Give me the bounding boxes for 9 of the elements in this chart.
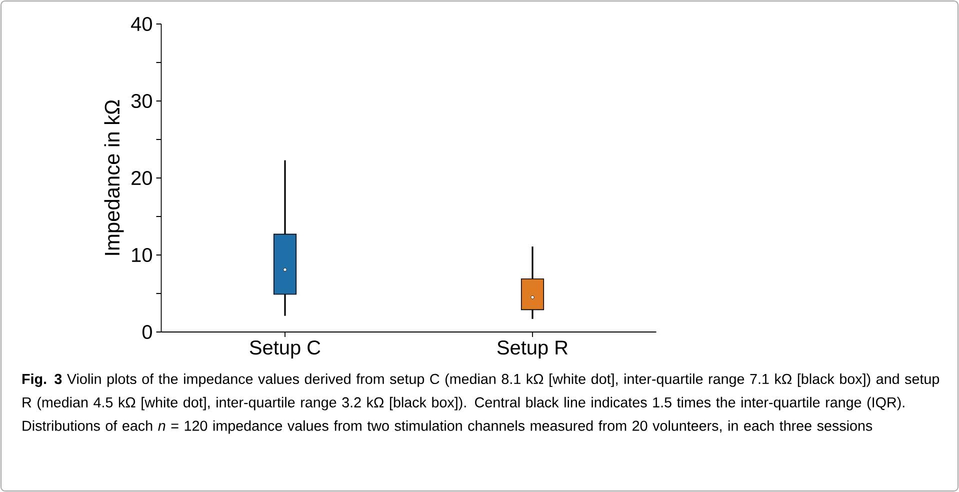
y-tick-label: 40 [131,16,152,32]
y-axis-title: Impedance in kΩ [104,100,124,255]
y-tick-label: 10 [132,248,152,262]
text: Fig. 3 Violin plots of the impedance values derived from setup C (median 8.1 kΩ [white dot], inter-quartile range 7.1 kΩ [black box]) and setup R (median 4.5 kΩ [white dot], inter-quartile range 3.2 kΩ [black box]). Central black line indicates 1.5 times the inter-quartile range (IQR). Distributions of each n = 120 impedance values from two stimulation channels measured from 20 volunteers, in each three sessions [22,374,940,434]
y-tick-label: 20 [132,170,152,186]
y-tick-label: 0 [142,324,152,340]
x-tick-label: Setup R [497,340,568,359]
x-tick-label: Setup C [250,340,320,359]
y-tick-label: 30 [131,94,152,108]
